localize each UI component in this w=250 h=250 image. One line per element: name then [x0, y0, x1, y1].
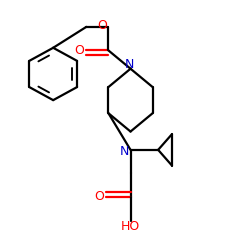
Text: N: N: [120, 145, 129, 158]
Text: N: N: [124, 58, 134, 70]
Text: O: O: [74, 44, 84, 57]
Text: HO: HO: [121, 220, 140, 233]
Text: O: O: [94, 190, 104, 203]
Text: O: O: [98, 19, 107, 32]
